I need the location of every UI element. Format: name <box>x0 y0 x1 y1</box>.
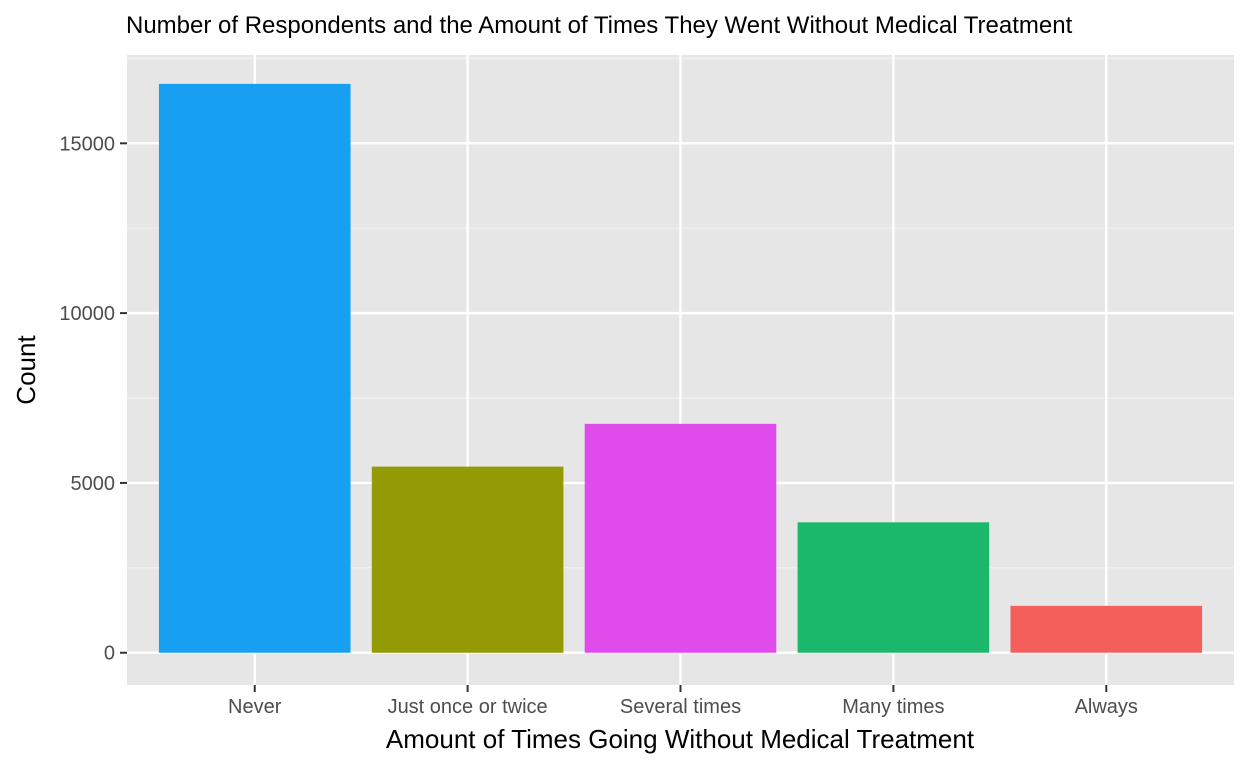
y-tick-label: 10000 <box>59 303 115 325</box>
bars <box>158 83 1203 653</box>
bar-several-times <box>584 423 777 653</box>
x-tick-label: Never <box>228 696 282 718</box>
bar-never <box>158 83 351 653</box>
x-axis-title: Amount of Times Going Without Medical Tr… <box>386 724 975 754</box>
y-axis-ticks: 0 5000 10000 15000 <box>59 133 127 665</box>
x-axis-ticks: Never Just once or twice Several times Many… <box>228 685 1138 718</box>
x-tick-label: Always <box>1075 696 1138 718</box>
x-tick-label: Several times <box>620 696 741 718</box>
y-axis-title: Count <box>11 335 41 405</box>
x-tick-label: Many times <box>842 696 944 718</box>
bar-just-once-or-twice <box>371 466 564 653</box>
bar-many-times <box>797 522 990 653</box>
bar-always <box>1010 605 1203 653</box>
chart-title: Number of Respondents and the Amount of … <box>126 12 1073 39</box>
x-tick-label: Just once or twice <box>388 696 548 718</box>
y-tick-label: 15000 <box>59 133 115 155</box>
y-tick-label: 0 <box>104 643 115 665</box>
y-tick-label: 5000 <box>71 473 116 495</box>
